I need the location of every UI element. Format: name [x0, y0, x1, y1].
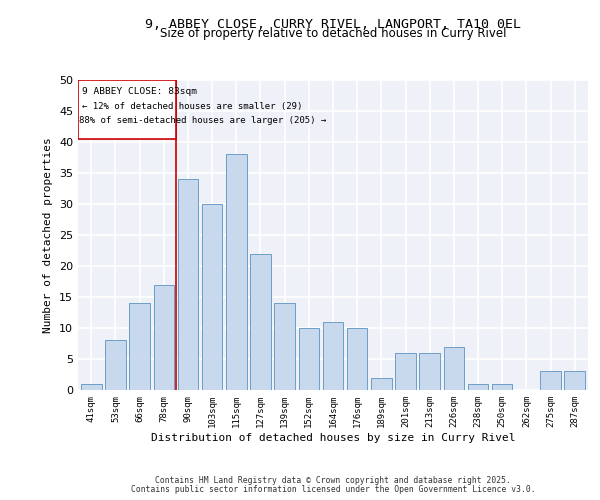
Bar [443, 346, 464, 390]
Bar [202, 204, 223, 390]
Text: ← 12% of detached houses are smaller (29): ← 12% of detached houses are smaller (29… [82, 102, 302, 110]
Bar [250, 254, 271, 390]
Bar [492, 384, 512, 390]
Y-axis label: Number of detached properties: Number of detached properties [43, 137, 53, 333]
Bar [130, 303, 150, 390]
Bar [299, 328, 319, 390]
Bar [565, 372, 585, 390]
Bar [78, 80, 176, 139]
Text: 9 ABBEY CLOSE: 83sqm: 9 ABBEY CLOSE: 83sqm [82, 86, 197, 96]
Bar [347, 328, 367, 390]
Bar [226, 154, 247, 390]
Text: 88% of semi-detached houses are larger (205) →: 88% of semi-detached houses are larger (… [79, 116, 326, 126]
Text: Size of property relative to detached houses in Curry Rivel: Size of property relative to detached ho… [160, 28, 506, 40]
Bar [540, 372, 561, 390]
Bar [395, 353, 416, 390]
Bar [371, 378, 392, 390]
Bar [105, 340, 126, 390]
Bar [178, 179, 198, 390]
Text: Contains HM Land Registry data © Crown copyright and database right 2025.: Contains HM Land Registry data © Crown c… [155, 476, 511, 485]
Bar [81, 384, 101, 390]
Bar [419, 353, 440, 390]
Bar [274, 303, 295, 390]
Bar [468, 384, 488, 390]
Bar [323, 322, 343, 390]
Text: 9, ABBEY CLOSE, CURRY RIVEL, LANGPORT, TA10 0EL: 9, ABBEY CLOSE, CURRY RIVEL, LANGPORT, T… [145, 18, 521, 30]
Text: Contains public sector information licensed under the Open Government Licence v3: Contains public sector information licen… [131, 485, 535, 494]
X-axis label: Distribution of detached houses by size in Curry Rivel: Distribution of detached houses by size … [151, 432, 515, 442]
Bar [154, 284, 174, 390]
